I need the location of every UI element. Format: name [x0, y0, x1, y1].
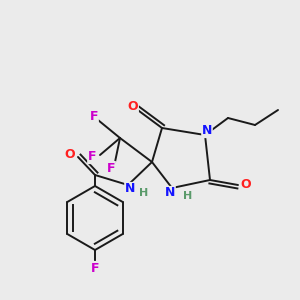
Text: F: F	[107, 161, 115, 175]
Text: N: N	[165, 187, 175, 200]
Text: N: N	[125, 182, 135, 196]
Text: F: F	[90, 110, 98, 124]
Text: H: H	[140, 188, 148, 198]
Text: H: H	[183, 191, 193, 201]
Text: F: F	[88, 151, 96, 164]
Text: O: O	[241, 178, 251, 191]
Text: O: O	[128, 100, 138, 112]
Text: N: N	[202, 124, 212, 137]
Text: O: O	[65, 148, 75, 161]
Text: F: F	[91, 262, 99, 275]
